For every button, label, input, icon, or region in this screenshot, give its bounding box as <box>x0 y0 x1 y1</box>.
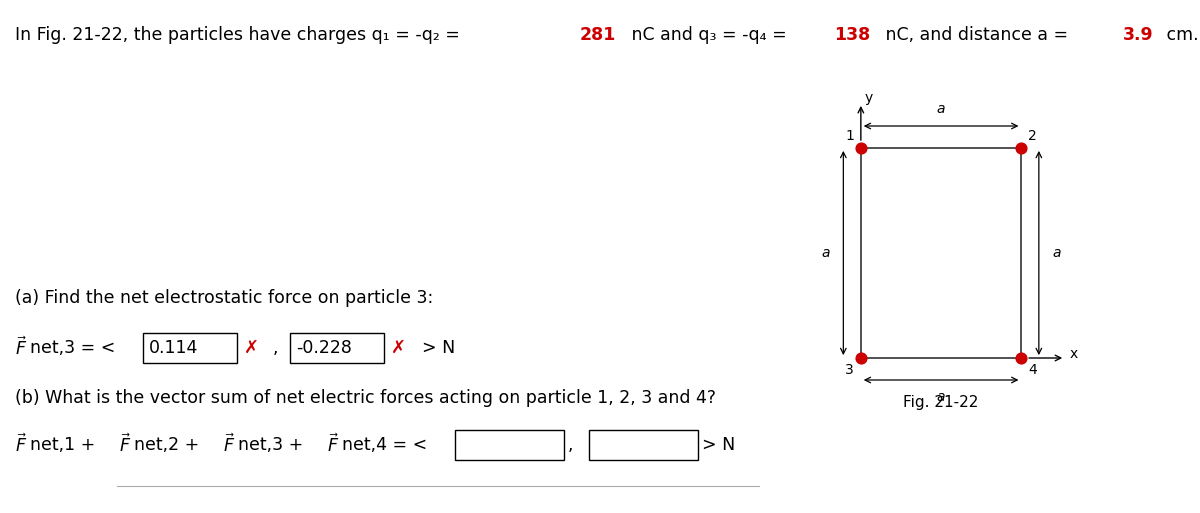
FancyBboxPatch shape <box>290 333 384 363</box>
Text: 0.114: 0.114 <box>149 339 198 357</box>
Text: 4: 4 <box>1028 363 1037 377</box>
Text: nC and q₃ = -q₄ =: nC and q₃ = -q₄ = <box>625 26 792 44</box>
Text: (a) Find the net electrostatic force on particle 3:: (a) Find the net electrostatic force on … <box>14 289 433 307</box>
Text: x: x <box>1070 347 1079 361</box>
Text: 3.9: 3.9 <box>1123 26 1153 44</box>
Text: > N: > N <box>422 339 456 357</box>
Text: In Fig. 21-22, the particles have charges q₁ = -q₂ =: In Fig. 21-22, the particles have charge… <box>14 26 464 44</box>
FancyBboxPatch shape <box>589 430 698 460</box>
Text: (b) What is the vector sum of net electric forces acting on particle 1, 2, 3 and: (b) What is the vector sum of net electr… <box>14 389 715 407</box>
Text: Fig. 21-22: Fig. 21-22 <box>904 396 979 410</box>
Text: net,4 = <: net,4 = < <box>342 436 433 454</box>
Text: a: a <box>1052 246 1061 260</box>
Text: net,3 = <: net,3 = < <box>30 339 121 357</box>
Text: y: y <box>865 91 872 105</box>
Text: 281: 281 <box>580 26 617 44</box>
Text: ,: , <box>274 339 284 357</box>
Text: a: a <box>821 246 829 260</box>
FancyBboxPatch shape <box>455 430 564 460</box>
Point <box>851 144 870 152</box>
Text: net,3 +: net,3 + <box>238 436 308 454</box>
Text: nC, and distance a =: nC, and distance a = <box>880 26 1073 44</box>
Point <box>851 354 870 362</box>
Text: -0.228: -0.228 <box>295 339 352 357</box>
Text: $\vec{F}$: $\vec{F}$ <box>223 433 235 456</box>
Text: $\vec{F}$: $\vec{F}$ <box>326 433 340 456</box>
Text: $\vec{F}$: $\vec{F}$ <box>119 433 131 456</box>
Text: ✗: ✗ <box>391 339 406 357</box>
Text: cm.: cm. <box>1162 26 1199 44</box>
Text: ✗: ✗ <box>244 339 259 357</box>
Text: ,: , <box>568 436 574 454</box>
Text: net,2 +: net,2 + <box>134 436 205 454</box>
Point <box>1012 354 1031 362</box>
Text: 3: 3 <box>845 363 854 377</box>
Text: $\vec{F}$: $\vec{F}$ <box>14 337 26 359</box>
Text: a: a <box>937 390 946 404</box>
Text: a: a <box>937 102 946 116</box>
Text: $\vec{F}$: $\vec{F}$ <box>14 433 26 456</box>
Text: net,1 +: net,1 + <box>30 436 101 454</box>
FancyBboxPatch shape <box>143 333 238 363</box>
Text: 2: 2 <box>1028 129 1037 143</box>
Text: > N: > N <box>702 436 736 454</box>
Point <box>1012 144 1031 152</box>
Text: 138: 138 <box>834 26 870 44</box>
Text: 1: 1 <box>845 129 854 143</box>
